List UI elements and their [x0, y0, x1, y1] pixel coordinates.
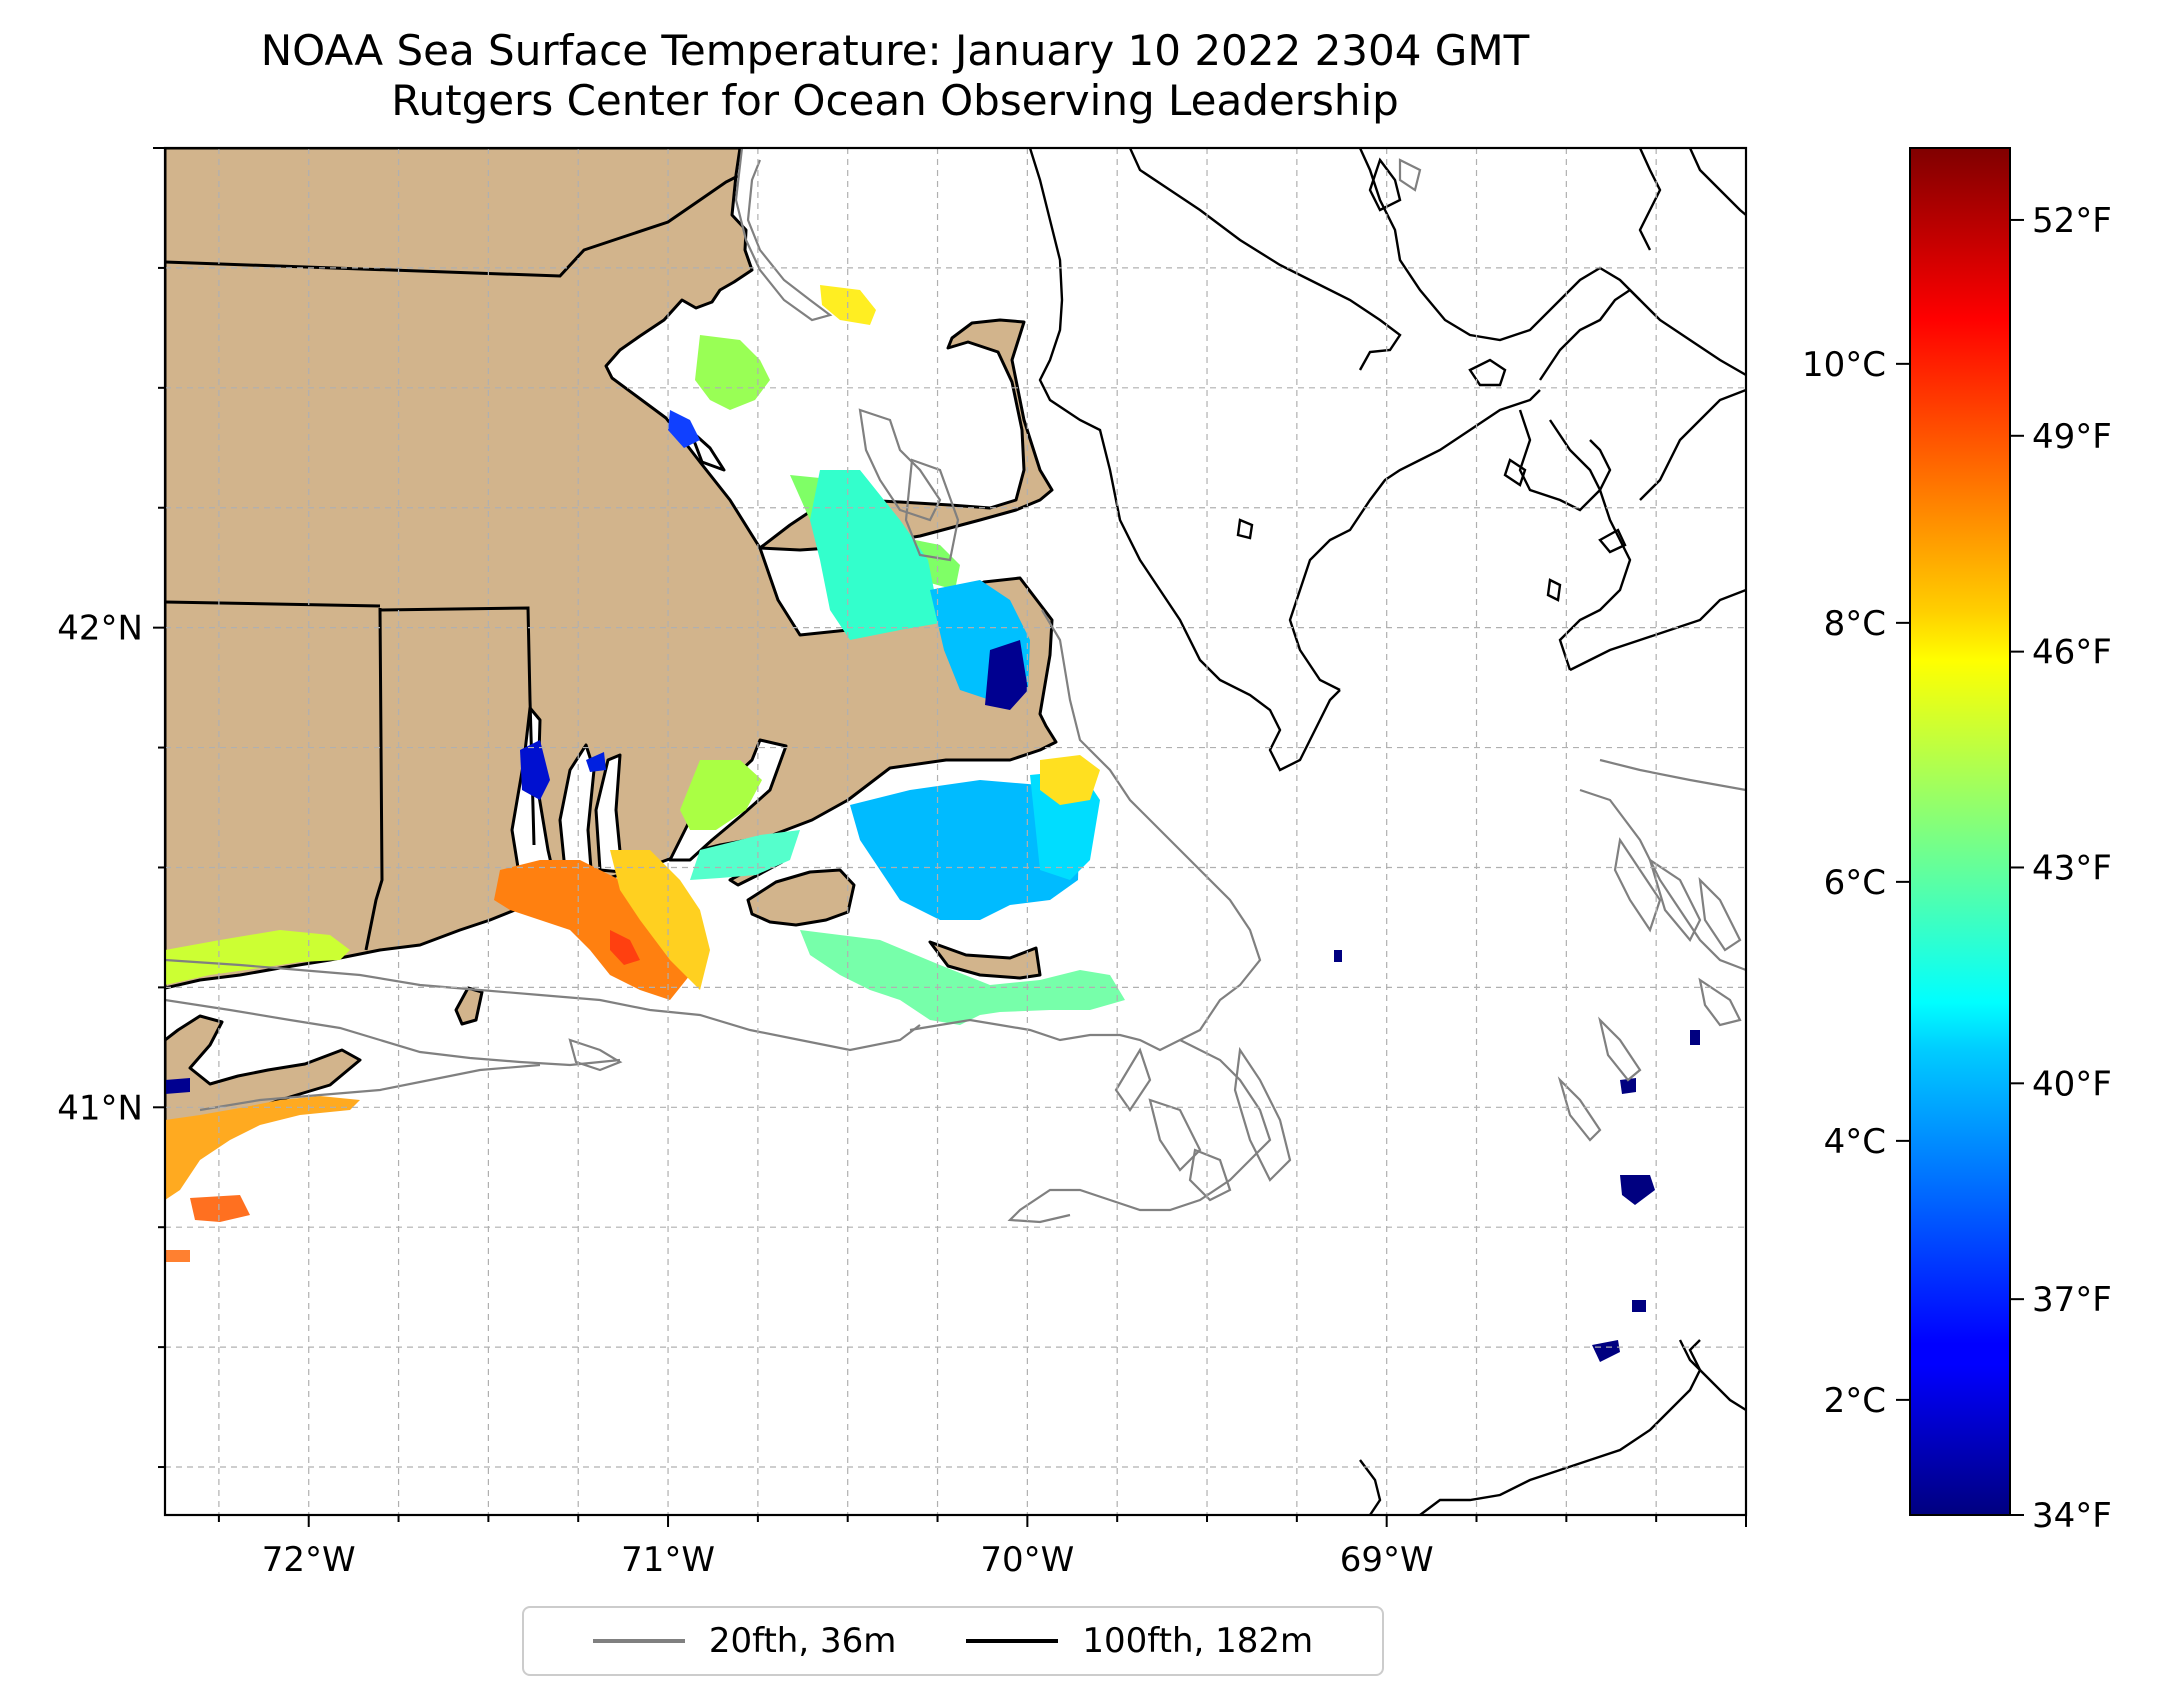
colorbar-celsius-label: 2°C [1824, 1381, 1886, 1421]
sst-offshore-cold-1 [1620, 1175, 1655, 1205]
map-frame [163, 146, 1748, 1517]
sst-cape-cod-bay-coldest [985, 640, 1028, 710]
ct-ri-border [364, 607, 384, 951]
sst-offshore-cold-5 [1690, 1030, 1700, 1045]
colorbar-celsius-label: 4°C [1824, 1122, 1886, 1162]
colorbar-fahrenheit-label: 52°F [2032, 201, 2112, 241]
sst-ri-sound-hot [610, 930, 640, 965]
lon-tick-label: 70°W [980, 1540, 1074, 1580]
sst-offshore-cold-3 [1592, 1340, 1620, 1362]
colorbar-fahrenheit-label: 37°F [2032, 1280, 2112, 1320]
title-line-1: NOAA Sea Surface Temperature: January 10… [260, 26, 1530, 75]
colorbar-celsius-label: 6°C [1824, 863, 1886, 903]
sst-narragansett-blue [520, 740, 550, 800]
sst-coast-blue-north [668, 410, 700, 448]
mainland-new-england [165, 148, 1058, 990]
ma-nh-border [165, 174, 739, 278]
colorbar-celsius-label: 8°C [1824, 604, 1886, 644]
sst-offshore-cold-6 [1334, 950, 1342, 962]
colorbar-fahrenheit-label: 40°F [2032, 1064, 2112, 1104]
colorbar-celsius-axis: 2°C 4°C 6°C 8°C 10°C [1802, 345, 1910, 1421]
sst-nantucket-south [800, 930, 1125, 1025]
longitude-axis: 72°W 71°W 70°W 69°W [217, 1515, 1747, 1580]
land [165, 148, 1058, 1154]
lon-tick-label: 72°W [262, 1540, 356, 1580]
sst-nantucket-sound [850, 780, 1080, 920]
sst-narragansett-blue-2 [586, 752, 606, 772]
sst-offshore-cold-2 [1620, 1078, 1636, 1094]
nantucket [928, 940, 1042, 980]
legend: 20fth, 36m 100fth, 182m [522, 1606, 1384, 1676]
sst-offshore-cold-4 [1632, 1300, 1646, 1312]
legend-item-20fth: 20fth, 36m [592, 1621, 897, 1661]
sst-massachusetts-bay-north [695, 335, 770, 410]
lat-tick-label: 42°N [57, 609, 143, 649]
sst-ri-sound-yellow [610, 850, 710, 990]
colorbar-fahrenheit-label: 43°F [2032, 848, 2112, 888]
sst-li-sound-yellow [165, 930, 350, 985]
legend-swatch-100fth [966, 1639, 1059, 1643]
sst-long-island-south-orange [190, 1195, 250, 1222]
legend-label-20fth: 20fth, 36m [708, 1621, 897, 1661]
latitude-axis: 41°N 42°N [57, 147, 165, 1469]
sst-long-island-south [165, 1096, 360, 1200]
map-title: NOAA Sea Surface Temperature: January 10… [0, 26, 1790, 126]
colorbar-fahrenheit-label: 46°F [2032, 633, 2112, 673]
sst-data [165, 285, 1700, 1362]
sst-cape-cod-bay [810, 470, 946, 640]
sst-li-sound-blue [165, 1078, 190, 1094]
ma-ct-border [165, 600, 381, 608]
sst-buzzards-bay-edge [680, 760, 762, 830]
block-island [454, 986, 484, 1026]
cape-cod [758, 318, 1054, 552]
lat-tick-label: 41°N [57, 1088, 143, 1128]
lon-tick-label: 69°W [1340, 1540, 1434, 1580]
legend-label-100fth: 100fth, 182m [1082, 1621, 1314, 1661]
legend-swatch-20fth [592, 1639, 685, 1643]
colorbar-fahrenheit-label: 34°F [2032, 1496, 2112, 1536]
sst-long-island-tip [165, 1250, 190, 1262]
legend-item-100fth: 100fth, 182m [966, 1621, 1313, 1661]
lon-tick-label: 71°W [621, 1540, 715, 1580]
colorbar [1909, 147, 2011, 1516]
colorbar-fahrenheit-axis: 34°F 37°F 40°F 43°F 46°F 49°F 52°F [2010, 201, 2112, 1536]
sst-south-cape [1040, 755, 1100, 805]
colorbar-fahrenheit-label: 49°F [2032, 417, 2112, 457]
title-line-2: Rutgers Center for Ocean Observing Leade… [391, 76, 1399, 125]
contour-100fth [1028, 148, 1746, 1515]
contour-20fth [165, 148, 1746, 1224]
colorbar-celsius-label: 10°C [1802, 345, 1886, 385]
sst-ri-sound-warm [494, 860, 690, 1000]
